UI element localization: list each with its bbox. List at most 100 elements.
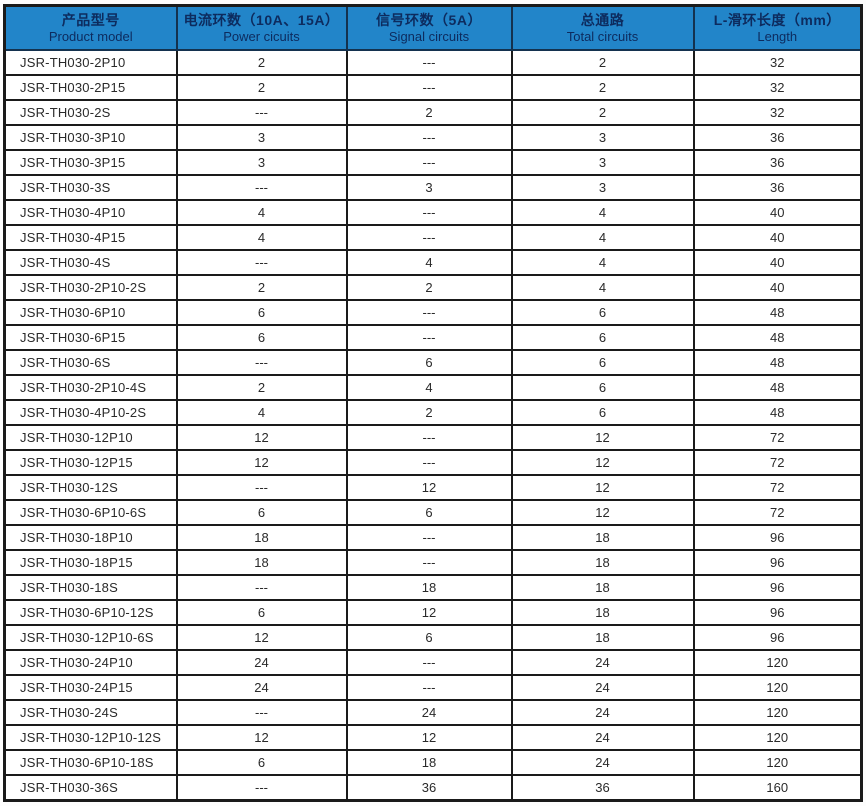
header-power-circuits: 电流环数（10A、15A） Power cicuits [175, 4, 348, 51]
table-row: JSR-TH030-6P10 6 --- 6 48 [3, 299, 863, 326]
value-cell: --- [345, 299, 513, 326]
model-cell: JSR-TH030-6P10 [3, 299, 178, 326]
value-cell: 12 [510, 424, 695, 451]
value-cell: 3 [510, 124, 695, 151]
value-cell: --- [175, 349, 348, 376]
value-cell: 6 [510, 374, 695, 401]
value-cell: 2 [175, 274, 348, 301]
value-cell: --- [345, 149, 513, 176]
model-cell: JSR-TH030-24S [3, 699, 178, 726]
table-row: JSR-TH030-3S --- 3 3 36 [3, 174, 863, 201]
header-row: 产品型号 Product model 电流环数（10A、15A） Power c… [3, 4, 863, 51]
value-cell: 24 [175, 674, 348, 701]
value-cell: 2 [345, 99, 513, 126]
value-cell: 160 [692, 774, 863, 802]
value-cell: 18 [510, 624, 695, 651]
value-cell: --- [345, 74, 513, 101]
header-product-model-en: Product model [48, 29, 133, 44]
value-cell: 6 [510, 349, 695, 376]
model-cell: JSR-TH030-3S [3, 174, 178, 201]
value-cell: 48 [692, 349, 863, 376]
value-cell: 2 [510, 99, 695, 126]
value-cell: 40 [692, 224, 863, 251]
value-cell: 6 [510, 324, 695, 351]
model-cell: JSR-TH030-24P15 [3, 674, 178, 701]
value-cell: 120 [692, 699, 863, 726]
value-cell: 12 [175, 424, 348, 451]
value-cell: 3 [175, 149, 348, 176]
table-row: JSR-TH030-24P15 24 --- 24 120 [3, 674, 863, 701]
value-cell: 12 [175, 624, 348, 651]
value-cell: 96 [692, 524, 863, 551]
table-row: JSR-TH030-2P10 2 --- 2 32 [3, 49, 863, 76]
model-cell: JSR-TH030-2S [3, 99, 178, 126]
value-cell: 4 [175, 199, 348, 226]
value-cell: 36 [345, 774, 513, 802]
model-cell: JSR-TH030-24P10 [3, 649, 178, 676]
table-row: JSR-TH030-2S --- 2 2 32 [3, 99, 863, 126]
value-cell: 3 [510, 174, 695, 201]
value-cell: 24 [510, 699, 695, 726]
value-cell: 4 [345, 374, 513, 401]
value-cell: 18 [510, 524, 695, 551]
value-cell: 72 [692, 449, 863, 476]
table-row: JSR-TH030-12P15 12 --- 12 72 [3, 449, 863, 476]
value-cell: 18 [345, 749, 513, 776]
value-cell: 2 [345, 274, 513, 301]
value-cell: 72 [692, 474, 863, 501]
value-cell: 36 [692, 149, 863, 176]
value-cell: 6 [175, 749, 348, 776]
value-cell: 6 [175, 599, 348, 626]
model-cell: JSR-TH030-3P15 [3, 149, 178, 176]
model-cell: JSR-TH030-18S [3, 574, 178, 601]
value-cell: 32 [692, 49, 863, 76]
table-row: JSR-TH030-6P15 6 --- 6 48 [3, 324, 863, 351]
model-cell: JSR-TH030-12P10-6S [3, 624, 178, 651]
value-cell: 4 [510, 199, 695, 226]
model-cell: JSR-TH030-4P10 [3, 199, 178, 226]
value-cell: 24 [175, 649, 348, 676]
header-total-circuits-en: Total circuits [566, 29, 639, 44]
model-cell: JSR-TH030-12P15 [3, 449, 178, 476]
value-cell: 18 [175, 549, 348, 576]
value-cell: --- [175, 474, 348, 501]
model-cell: JSR-TH030-12P10-12S [3, 724, 178, 751]
value-cell: 36 [510, 774, 695, 802]
model-cell: JSR-TH030-36S [3, 774, 178, 802]
value-cell: --- [345, 449, 513, 476]
value-cell: 2 [345, 399, 513, 426]
value-cell: --- [345, 549, 513, 576]
table-row: JSR-TH030-3P10 3 --- 3 36 [3, 124, 863, 151]
header-length-en: Length [757, 29, 798, 44]
value-cell: --- [175, 99, 348, 126]
value-cell: 12 [345, 724, 513, 751]
value-cell: 24 [345, 699, 513, 726]
value-cell: 96 [692, 599, 863, 626]
table-row: JSR-TH030-6S --- 6 6 48 [3, 349, 863, 376]
value-cell: 24 [510, 749, 695, 776]
table-row: JSR-TH030-12P10-6S 12 6 18 96 [3, 624, 863, 651]
value-cell: 12 [510, 449, 695, 476]
model-cell: JSR-TH030-6P10-18S [3, 749, 178, 776]
product-spec-table: 产品型号 Product model 电流环数（10A、15A） Power c… [3, 4, 863, 802]
model-cell: JSR-TH030-3P10 [3, 124, 178, 151]
value-cell: --- [345, 49, 513, 76]
value-cell: 12 [345, 474, 513, 501]
value-cell: 96 [692, 549, 863, 576]
header-length-zh: L-滑环长度（mm） [713, 12, 841, 28]
value-cell: 40 [692, 199, 863, 226]
header-power-circuits-en: Power cicuits [223, 29, 300, 44]
value-cell: --- [345, 124, 513, 151]
header-signal-circuits-en: Signal circuits [388, 29, 470, 44]
value-cell: --- [345, 324, 513, 351]
header-length: L-滑环长度（mm） Length [692, 4, 863, 51]
value-cell: 2 [175, 49, 348, 76]
model-cell: JSR-TH030-4S [3, 249, 178, 276]
value-cell: 24 [510, 649, 695, 676]
table-row: JSR-TH030-2P10-2S 2 2 4 40 [3, 274, 863, 301]
value-cell: 72 [692, 424, 863, 451]
table-row: JSR-TH030-18S --- 18 18 96 [3, 574, 863, 601]
value-cell: 2 [175, 374, 348, 401]
table-body: JSR-TH030-2P10 2 --- 2 32 JSR-TH030-2P15 2 --- 2… [3, 49, 863, 802]
